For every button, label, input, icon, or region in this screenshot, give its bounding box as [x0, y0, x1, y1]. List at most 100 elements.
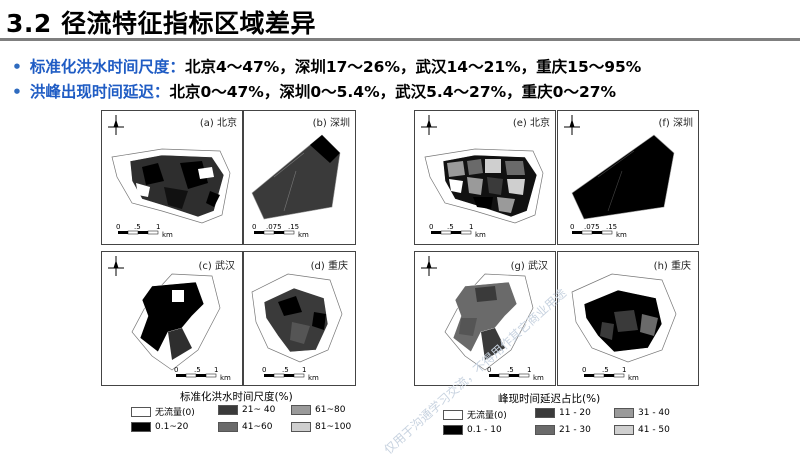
map-panel-chongqing-d: 0 .5 1 km (d) 重庆	[243, 251, 356, 386]
scale-tick: 1	[214, 366, 218, 374]
legend-label: 无流量(0)	[467, 411, 507, 421]
map-panel-wuhan-g: 0 .5 1 km (g) 武汉	[414, 251, 556, 386]
scale-tick: .075	[266, 223, 282, 231]
map-panel-beijing-e: 0 .5 1 km (e) 北京	[414, 110, 556, 245]
legend-swatch	[614, 425, 634, 435]
legend-swatch	[291, 422, 311, 432]
panel-label: (g) 武汉	[509, 257, 549, 272]
scale-tick: 1	[156, 223, 160, 231]
legend-label: 0.1~20	[155, 422, 189, 432]
shenzhen-map: 0 .075 .15 km	[251, 134, 341, 239]
map-panel-beijing-a: 0 .5 1 km (a) 北京	[101, 110, 243, 245]
bullet-flood-time-scale: • 标准化洪水时间尺度：北京4～47%，深圳17～26%，武汉14～21%，重庆1…	[12, 55, 641, 77]
legend-swatch	[218, 405, 238, 415]
legend-item: 无流量(0)	[443, 408, 507, 421]
legend-item: 61~80	[291, 405, 345, 415]
scale-bar: 0 .075 .15 km	[252, 223, 309, 239]
scale-tick: .15	[606, 223, 617, 231]
panel-label: (f) 深圳	[657, 114, 694, 129]
legend-label: 31 - 40	[638, 408, 670, 418]
bullet-key: 洪峰出现时间延迟：	[29, 83, 170, 101]
scale-tick: .5	[282, 366, 289, 374]
scale-bar: 0 .5 1 km	[429, 223, 486, 239]
legend-swatch	[535, 425, 555, 435]
scale-tick: 0	[116, 223, 120, 231]
legend-label: 41~60	[242, 422, 273, 432]
legend-item: 41 - 50	[614, 425, 670, 435]
panel-label: (d) 重庆	[309, 257, 349, 272]
scale-unit: km	[162, 231, 173, 239]
scale-tick: .5	[507, 366, 514, 374]
scale-tick: 0	[570, 223, 574, 231]
scale-tick: 0	[487, 366, 491, 374]
legend-swatch	[218, 422, 238, 432]
legend-label: 无流量(0)	[155, 408, 195, 418]
scale-tick: 0	[262, 366, 266, 374]
scale-tick: .5	[134, 223, 141, 231]
legend-label: 0.1 - 10	[467, 425, 502, 435]
scale-tick: 0	[174, 366, 178, 374]
beijing-map: 0 .5 1 km	[108, 115, 231, 239]
scale-tick: .5	[194, 366, 201, 374]
north-arrow-icon	[421, 115, 437, 135]
legend-label: 21 - 30	[559, 425, 591, 435]
scale-tick: 0	[429, 223, 433, 231]
scale-unit: km	[308, 374, 319, 382]
scale-unit: km	[220, 374, 231, 382]
north-arrow-icon	[564, 115, 580, 135]
legend-item: 11 - 20	[535, 408, 591, 418]
map-panel-shenzhen-b: 0 .075 .15 km (b) 深圳	[243, 110, 356, 245]
scale-tick: .15	[288, 223, 299, 231]
title-divider	[0, 38, 800, 41]
legend-title: 峰现时间延迟占比(%)	[498, 393, 601, 405]
legend-label: 61~80	[315, 405, 346, 415]
bullet-value: 北京0～47%，深圳0～5.4%，武汉5.4～27%，重庆0～27%	[169, 83, 617, 101]
scale-tick: 0	[582, 366, 586, 374]
legend-swatch	[535, 408, 555, 418]
scale-tick: .075	[584, 223, 600, 231]
scale-bar: 0 .5 1 km	[582, 366, 639, 382]
scale-unit: km	[628, 374, 639, 382]
bullet-dot: •	[12, 58, 22, 76]
legend-label: 41 - 50	[638, 425, 670, 435]
legend-label: 11 - 20	[559, 408, 591, 418]
legend-item: 0.1~20	[131, 422, 188, 432]
beijing-map: 0 .5 1 km	[421, 115, 544, 239]
legend-swatch	[131, 406, 151, 417]
bullet-key: 标准化洪水时间尺度：	[29, 58, 185, 76]
legend-item: 31 - 40	[614, 408, 670, 418]
slide-title: 3.2 径流特征指标区域差异	[6, 9, 316, 38]
legend-item: 81~100	[291, 422, 351, 432]
map-panel-chongqing-h: 0 .5 1 km (h) 重庆	[557, 251, 699, 386]
scale-bar: 0 .075 .15 km	[570, 223, 627, 239]
legend-item: 无流量(0)	[131, 405, 195, 418]
chongqing-map: 0 .5 1 km	[251, 273, 343, 382]
north-arrow-icon	[421, 256, 437, 276]
bullet-value: 北京4～47%，深圳17～26%，武汉14～21%，重庆15～95%	[184, 58, 642, 76]
wuhan-map: 0 .5 1 km	[421, 256, 544, 382]
chongqing-map: 0 .5 1 km	[571, 273, 677, 382]
scale-tick: .5	[602, 366, 609, 374]
scale-tick: .5	[447, 223, 454, 231]
scale-bar: 0 .5 1 km	[174, 366, 231, 382]
legend-item: 21 - 30	[535, 425, 591, 435]
bullet-peak-delay: • 洪峰出现时间延迟：北京0～47%，深圳0～5.4%，武汉5.4～27%，重庆0…	[12, 80, 616, 102]
bullet-dot: •	[12, 83, 22, 101]
scale-unit: km	[616, 231, 627, 239]
panel-label: (a) 北京	[198, 114, 238, 129]
legend-label: 81~100	[315, 422, 352, 432]
scale-bar: 0 .5 1 km	[262, 366, 319, 382]
legend-item: 21~ 40	[218, 405, 275, 415]
map-panel-wuhan-c: 0 .5 1 km (c) 武汉	[101, 251, 243, 386]
shenzhen-map: 0 .075 .15 km	[564, 115, 675, 239]
legend-item: 0.1 - 10	[443, 425, 502, 435]
panel-label: (h) 重庆	[652, 257, 692, 272]
legend-swatch	[291, 405, 311, 415]
wuhan-map: 0 .5 1 km	[108, 256, 231, 382]
legend-title: 标准化洪水时间尺度(%)	[180, 391, 293, 403]
scale-tick: 1	[622, 366, 626, 374]
north-arrow-icon	[108, 115, 124, 135]
scale-tick: 1	[527, 366, 531, 374]
legend-swatch	[443, 425, 463, 435]
scale-tick: 0	[252, 223, 256, 231]
